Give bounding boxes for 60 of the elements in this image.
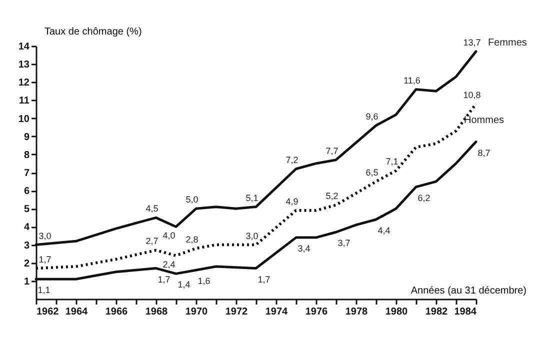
y-tick-label: 1	[24, 276, 30, 288]
data-label: 5,0	[186, 194, 198, 205]
data-label: 1,7	[158, 274, 170, 284]
x-tick-label: 1974	[265, 306, 288, 318]
x-tick-label: 1980	[385, 306, 408, 318]
y-tick-label: 9	[24, 132, 30, 143]
y-tick-label: 14	[18, 42, 30, 52]
data-label: 2,8	[186, 234, 198, 244]
data-label: 4,5	[146, 204, 158, 214]
x-tick-label: 1976	[305, 306, 328, 318]
x-tick-label: 1966	[105, 306, 128, 318]
data-label: 5,1	[246, 192, 258, 203]
x-tick-label: 1982	[425, 306, 448, 318]
data-label: 1,1	[38, 285, 50, 296]
data-label: 6,5	[366, 168, 378, 178]
data-label: 1,4	[178, 280, 190, 290]
data-label: 4,0	[162, 230, 176, 241]
data-label: 4,4	[378, 225, 390, 236]
y-tick-label: 7	[24, 168, 30, 179]
y-tick-label: 10	[18, 114, 30, 125]
y-tick-label: 5	[24, 204, 30, 216]
data-label: 4,9	[286, 196, 298, 206]
data-label: 9,6	[366, 112, 378, 122]
series-label: Femmes	[488, 37, 527, 48]
data-label: 3,0	[38, 230, 52, 241]
x-tick-label: 1972	[225, 306, 248, 318]
data-label: 5,2	[326, 191, 338, 202]
data-label: 7,2	[286, 154, 298, 165]
x-tick-label: 1978	[345, 306, 368, 318]
data-label: 6,2	[418, 192, 430, 203]
data-label: 2,4	[162, 260, 176, 270]
x-tick-label: 1984	[454, 306, 477, 318]
y-tick-label: 12	[18, 78, 30, 89]
x-axis-title: Années (au 31 décembre)	[410, 286, 526, 296]
y-tick-label: 13	[18, 60, 30, 71]
data-label: 1,7	[258, 274, 270, 284]
data-label: 8,7	[478, 148, 490, 158]
y-tick-label: 3	[24, 240, 30, 252]
data-label: 7,7	[326, 146, 338, 156]
series-label: Hommes	[464, 114, 504, 126]
y-tick-label: 8	[24, 150, 30, 161]
data-label: 2,7	[146, 236, 158, 246]
y-tick-label: 6	[24, 186, 30, 198]
data-label: 11,6	[404, 75, 420, 86]
data-label: 3,4	[298, 244, 310, 254]
y-tick-label: 11	[18, 96, 30, 107]
y-axis-title: Taux de chômage (%)	[44, 26, 142, 38]
data-label: 3,0	[246, 230, 258, 241]
x-tick-label: 1968	[145, 306, 168, 318]
y-tick-label: 2	[24, 258, 30, 270]
data-label: 3,7	[338, 238, 350, 248]
data-label: 10,8	[463, 90, 481, 100]
data-label: 7,1	[386, 156, 398, 167]
data-label: 1,7	[38, 254, 52, 264]
x-tick-label: 1970	[185, 306, 208, 318]
x-tick-label: 1964	[65, 306, 88, 318]
data-label: 13,7	[463, 37, 481, 48]
data-label: 1,6	[198, 276, 210, 286]
y-tick-label: 4	[24, 222, 30, 234]
x-tick-label: 1962	[36, 306, 60, 318]
